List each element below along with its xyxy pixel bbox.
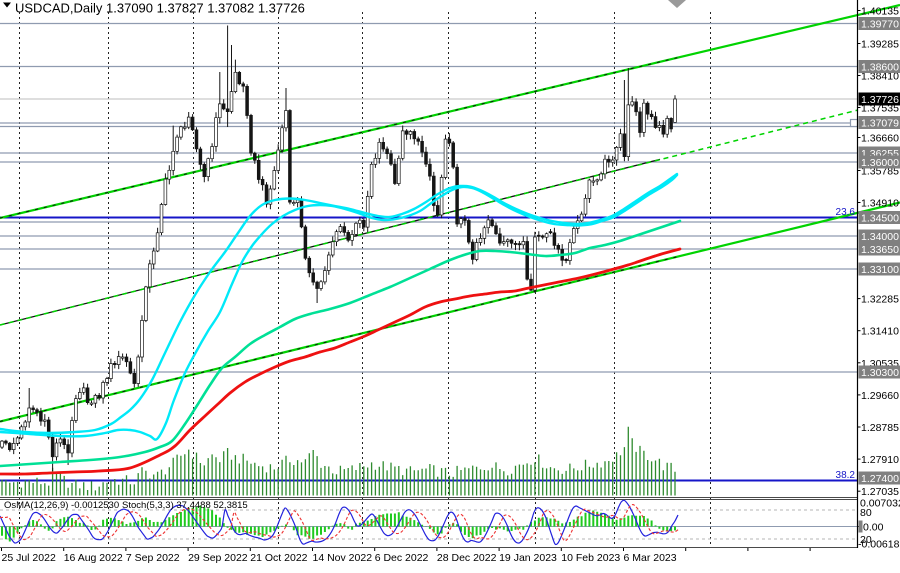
svg-text:1.37079: 1.37079 xyxy=(861,118,899,130)
svg-text:1.36660: 1.36660 xyxy=(861,133,899,145)
svg-text:1.34000: 1.34000 xyxy=(861,231,899,243)
svg-text:0.00: 0.00 xyxy=(863,522,884,534)
svg-text:1.27035: 1.27035 xyxy=(861,486,899,498)
svg-text:28 Dec 2022: 28 Dec 2022 xyxy=(437,552,497,564)
svg-text:1.27400: 1.27400 xyxy=(861,473,899,485)
svg-text:1.31410: 1.31410 xyxy=(861,326,899,338)
svg-text:1.27910: 1.27910 xyxy=(861,454,899,466)
svg-text:6 Mar 2023: 6 Mar 2023 xyxy=(624,552,677,564)
svg-text:23.6: 23.6 xyxy=(836,207,856,218)
svg-text:1.40135: 1.40135 xyxy=(861,6,899,18)
svg-text:16 Aug 2022: 16 Aug 2022 xyxy=(64,552,123,564)
svg-text:1.39285: 1.39285 xyxy=(861,39,899,51)
svg-text:Stoch(5,3,3) 37,4488 52,3815: Stoch(5,3,3) 37,4488 52,3815 xyxy=(122,500,248,511)
svg-text:6 Dec 2022: 6 Dec 2022 xyxy=(375,552,429,564)
svg-text:-0.0061885: -0.0061885 xyxy=(858,539,900,551)
svg-text:25 Jul 2022: 25 Jul 2022 xyxy=(2,552,56,564)
svg-text:7 Sep 2022: 7 Sep 2022 xyxy=(126,552,180,564)
svg-text:80: 80 xyxy=(860,507,872,519)
svg-text:1.28785: 1.28785 xyxy=(861,422,899,434)
svg-text:14 Nov 2022: 14 Nov 2022 xyxy=(313,552,373,564)
svg-text:21 Oct 2022: 21 Oct 2022 xyxy=(250,552,307,564)
svg-text:29 Sep 2022: 29 Sep 2022 xyxy=(188,552,248,564)
svg-text:USDCAD,Daily 1.37090 1.37827: USDCAD,Daily 1.37090 1.37827 1.37082 1.3… xyxy=(15,1,305,16)
svg-text:1.29660: 1.29660 xyxy=(861,390,899,402)
svg-text:10 Feb 2023: 10 Feb 2023 xyxy=(561,552,620,564)
svg-text:1.33650: 1.33650 xyxy=(861,244,899,256)
svg-text:19 Jan 2023: 19 Jan 2023 xyxy=(499,552,557,564)
svg-text:38.2: 38.2 xyxy=(836,470,856,481)
svg-text:1.32285: 1.32285 xyxy=(861,294,899,306)
svg-text:1.37726: 1.37726 xyxy=(861,94,899,106)
svg-text:1.39770: 1.39770 xyxy=(861,19,899,31)
svg-text:1.38600: 1.38600 xyxy=(861,62,899,74)
svg-text:1.33100: 1.33100 xyxy=(861,264,899,276)
svg-text:1.30300: 1.30300 xyxy=(861,367,899,379)
svg-text:1.34500: 1.34500 xyxy=(861,213,899,225)
svg-text:OsMA(12,26,9) -0.0012530: OsMA(12,26,9) -0.0012530 xyxy=(4,500,119,511)
svg-text:1.36000: 1.36000 xyxy=(861,157,899,169)
svg-text:1.34910: 1.34910 xyxy=(861,198,899,210)
